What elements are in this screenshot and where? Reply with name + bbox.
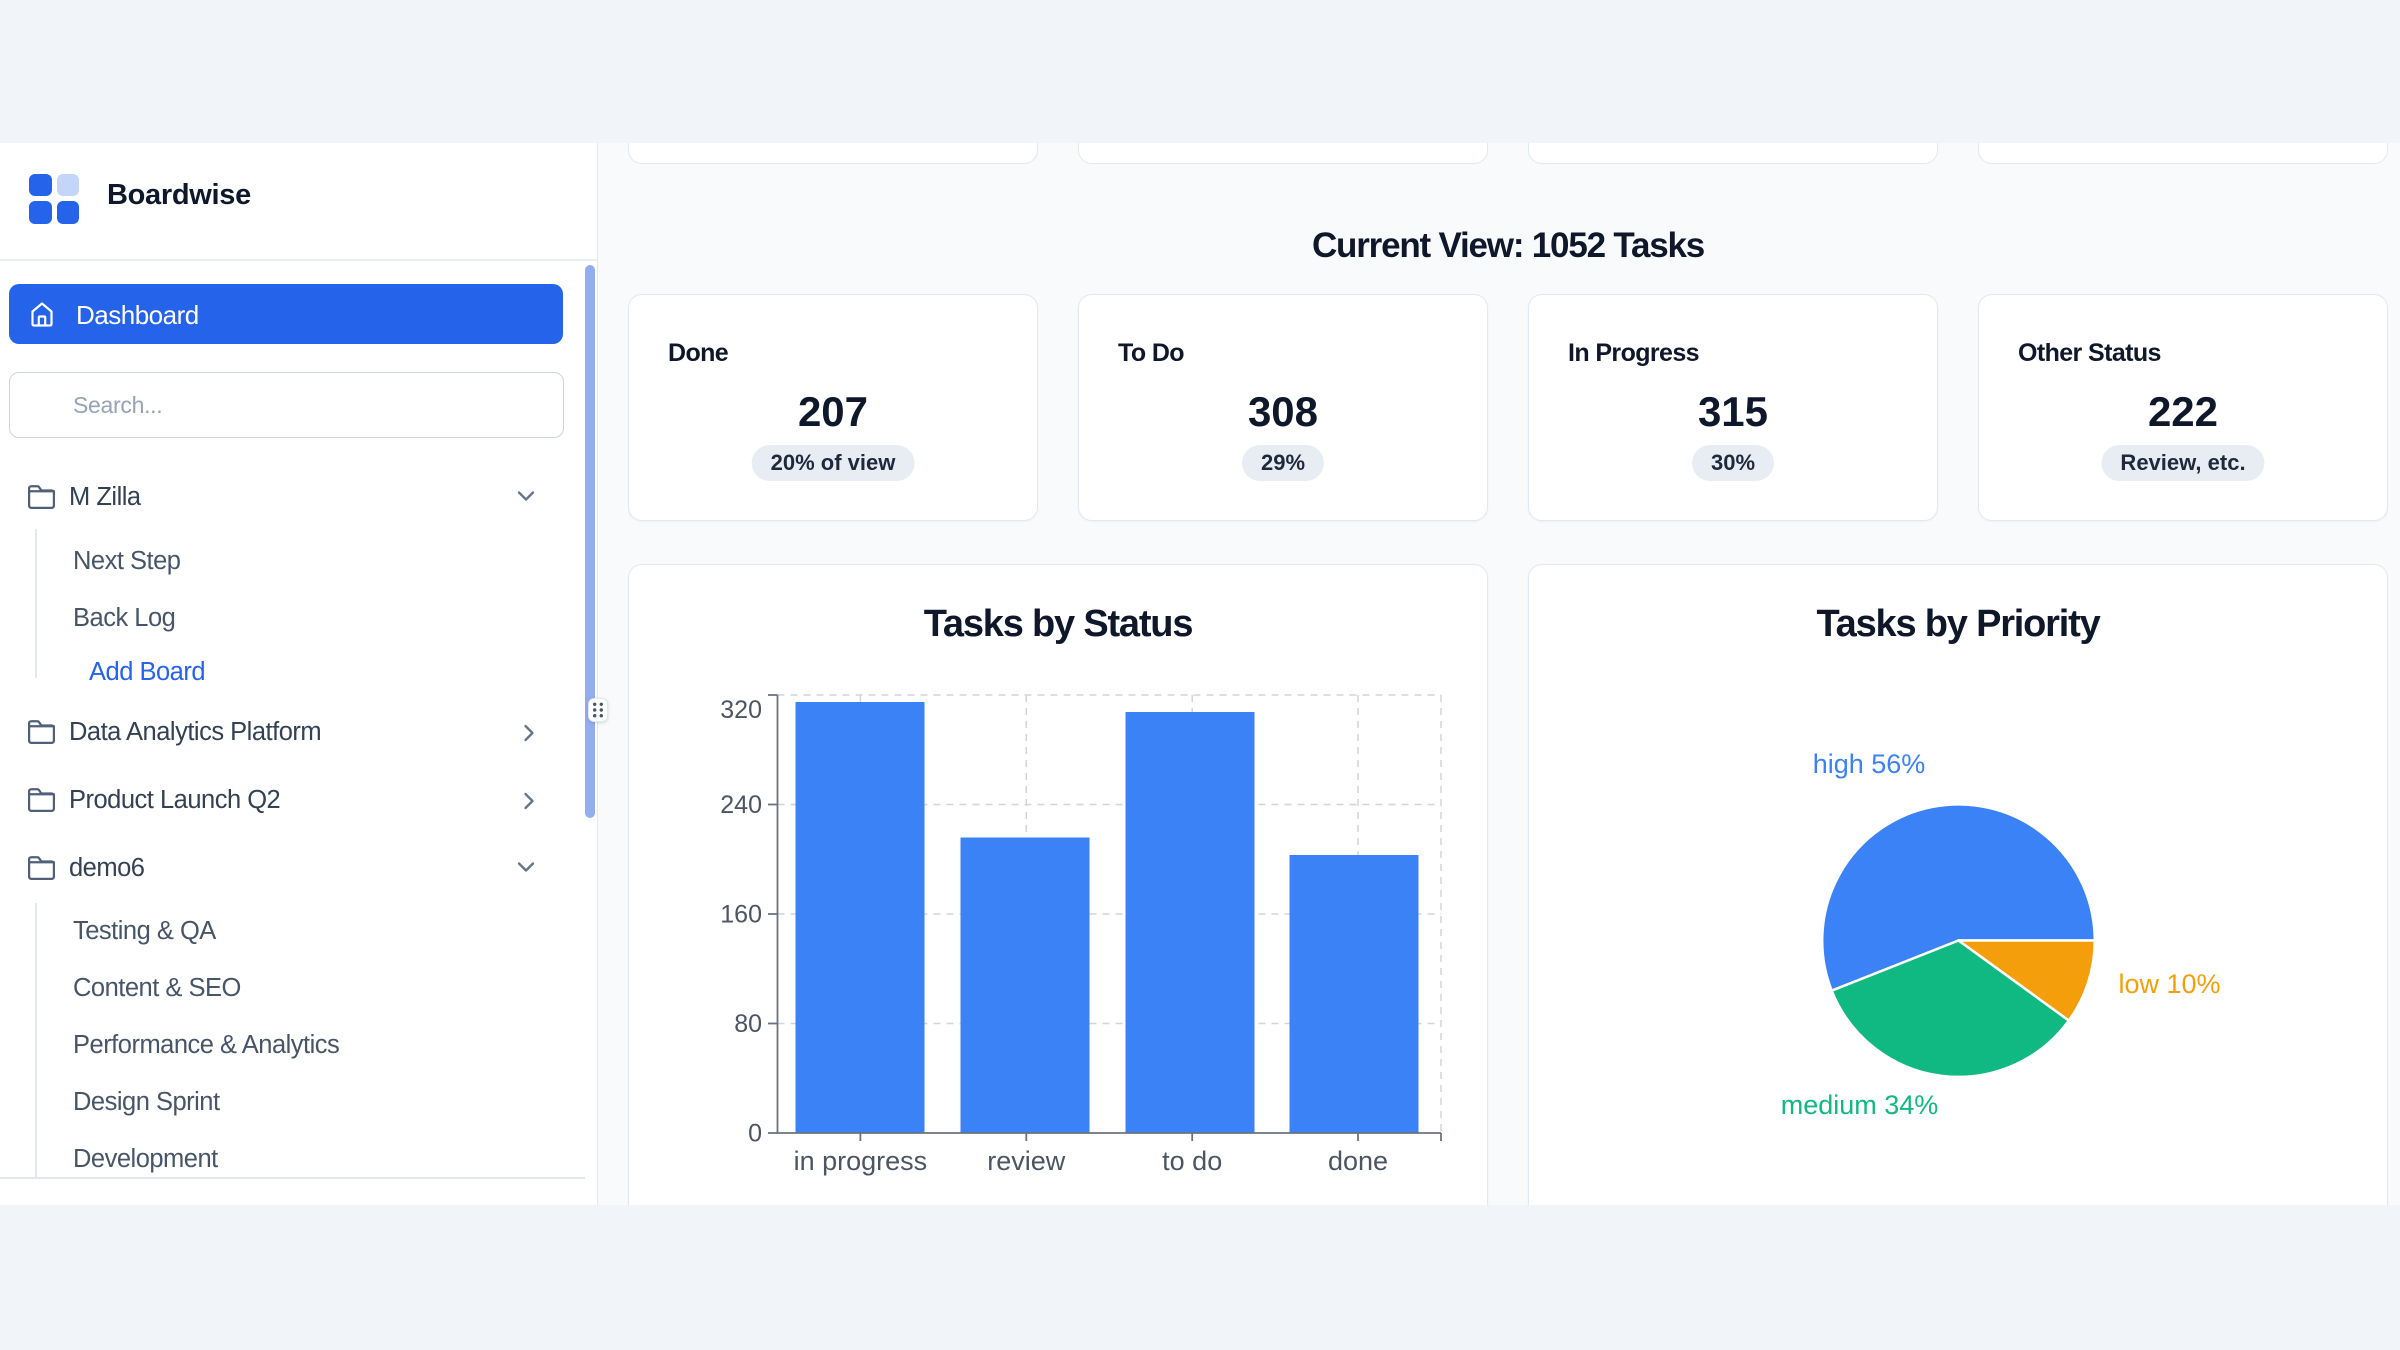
svg-text:in progress: in progress [794,1146,928,1176]
svg-text:to do: to do [1162,1146,1222,1176]
svg-text:0: 0 [748,1120,762,1148]
svg-text:320: 320 [720,696,762,724]
svg-text:low 10%: low 10% [2118,969,2220,999]
svg-text:done: done [1328,1146,1388,1176]
svg-text:160: 160 [720,901,762,929]
svg-text:review: review [987,1146,1066,1176]
svg-text:240: 240 [720,791,762,819]
svg-text:medium 34%: medium 34% [1781,1090,1939,1120]
svg-text:80: 80 [734,1010,762,1038]
svg-text:high 56%: high 56% [1813,749,1926,779]
